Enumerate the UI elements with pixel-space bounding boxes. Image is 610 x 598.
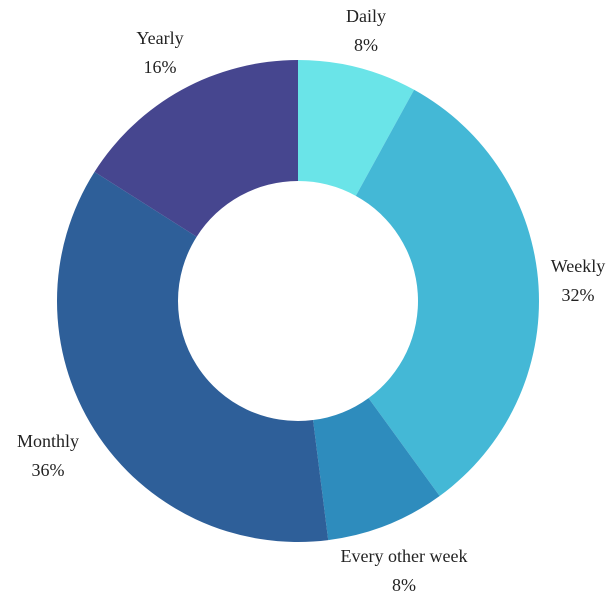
donut-slice xyxy=(94,60,298,237)
slice-value-label: 8% xyxy=(392,575,416,595)
slice-label: Yearly xyxy=(136,28,183,48)
slice-label: Daily xyxy=(346,6,386,26)
donut-slice xyxy=(56,171,329,543)
slice-value-label: 36% xyxy=(32,460,65,480)
donut-slice xyxy=(313,398,440,541)
slice-value-label: 16% xyxy=(144,57,177,77)
donut-slice xyxy=(355,89,539,496)
donut-slice xyxy=(298,60,415,196)
slice-value-label: 32% xyxy=(562,285,595,305)
slice-label: Monthly xyxy=(17,431,79,451)
slice-label: Every other week xyxy=(341,546,468,566)
slice-value-label: 8% xyxy=(354,35,378,55)
slice-label: Weekly xyxy=(551,256,606,276)
